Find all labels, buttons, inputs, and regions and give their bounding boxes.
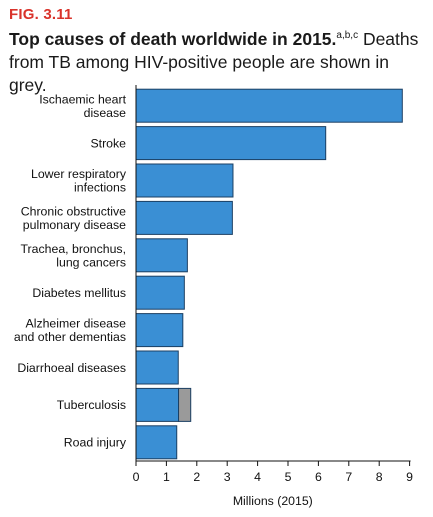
x-tick-label: 8: [376, 470, 383, 484]
category-label-line: Stroke: [90, 136, 126, 150]
category-label-line: Trachea, bronchus,: [21, 242, 127, 256]
bar-deaths: [135, 350, 179, 385]
x-tick-label: 3: [224, 470, 231, 484]
bar-deaths: [135, 163, 234, 198]
x-tick-label: 6: [315, 470, 322, 484]
category-label: Stroke: [90, 136, 126, 150]
category-label: Lower respiratory infections: [31, 167, 127, 195]
bar-deaths: [135, 275, 185, 310]
x-axis-label: Millions (2015): [233, 494, 313, 508]
x-tick-label: 7: [345, 470, 352, 484]
category-label-line: Diarrhoeal diseases: [17, 361, 126, 375]
bar-deaths: [135, 200, 233, 235]
category-label-line: pulmonary disease: [23, 218, 126, 232]
category-label: Alzheimer disease and other dementias: [14, 317, 126, 345]
category-label-line: disease: [84, 106, 127, 120]
bar-deaths: [135, 238, 188, 273]
x-tick-label: 1: [163, 470, 170, 484]
bar-deaths: [135, 126, 327, 161]
x-tick-label: 4: [254, 470, 261, 484]
category-label: Road injury: [64, 436, 127, 450]
bar-deaths: [135, 88, 403, 123]
category-label-line: Lower respiratory: [31, 167, 127, 181]
category-label: Tuberculosis: [57, 398, 126, 412]
category-label: Ischaemic heart disease: [39, 92, 126, 120]
category-label-line: Diabetes mellitus: [32, 286, 126, 300]
x-axis-ticks: 0 1 2 3 4 5 6 7 8 9: [133, 461, 413, 484]
category-labels: Ischaemic heart disease Stroke Lower respir…: [14, 92, 127, 449]
category-label-line: and other dementias: [14, 330, 126, 344]
title-bold: Top causes of death worldwide in 2015.: [9, 28, 337, 49]
category-label-line: Road injury: [64, 436, 127, 450]
chart-title: Top causes of death worldwide in 2015.a,…: [9, 24, 429, 97]
category-label-line: Alzheimer disease: [26, 317, 127, 331]
bar-deaths: [135, 313, 184, 348]
category-label: Diarrhoeal diseases: [17, 361, 126, 375]
bars-group: [135, 88, 403, 460]
x-tick-label: 2: [193, 470, 200, 484]
category-label: Trachea, bronchus, lung cancers: [21, 242, 127, 270]
category-label: Chronic obstructive pulmonary disease: [21, 204, 126, 232]
category-label-line: infections: [74, 181, 126, 195]
x-tick-label: 5: [285, 470, 292, 484]
title-footnote-markers: a,b,c: [336, 30, 359, 41]
bar-deaths: [135, 425, 178, 460]
x-tick-label: 0: [133, 470, 140, 484]
title-rest: Deaths from TB among HIV-positive people…: [9, 28, 419, 95]
category-label-line: Chronic obstructive: [21, 204, 126, 218]
category-label: Diabetes mellitus: [32, 286, 126, 300]
category-label-line: Tuberculosis: [57, 398, 126, 412]
figure-label: FIG. 3.11: [9, 6, 73, 23]
category-label-line: lung cancers: [56, 255, 126, 269]
x-tick-label: 9: [406, 470, 413, 484]
bar-deaths: [135, 387, 180, 422]
bar-hiv-tb-deaths: [178, 387, 192, 422]
category-label-line: Ischaemic heart: [39, 92, 126, 106]
